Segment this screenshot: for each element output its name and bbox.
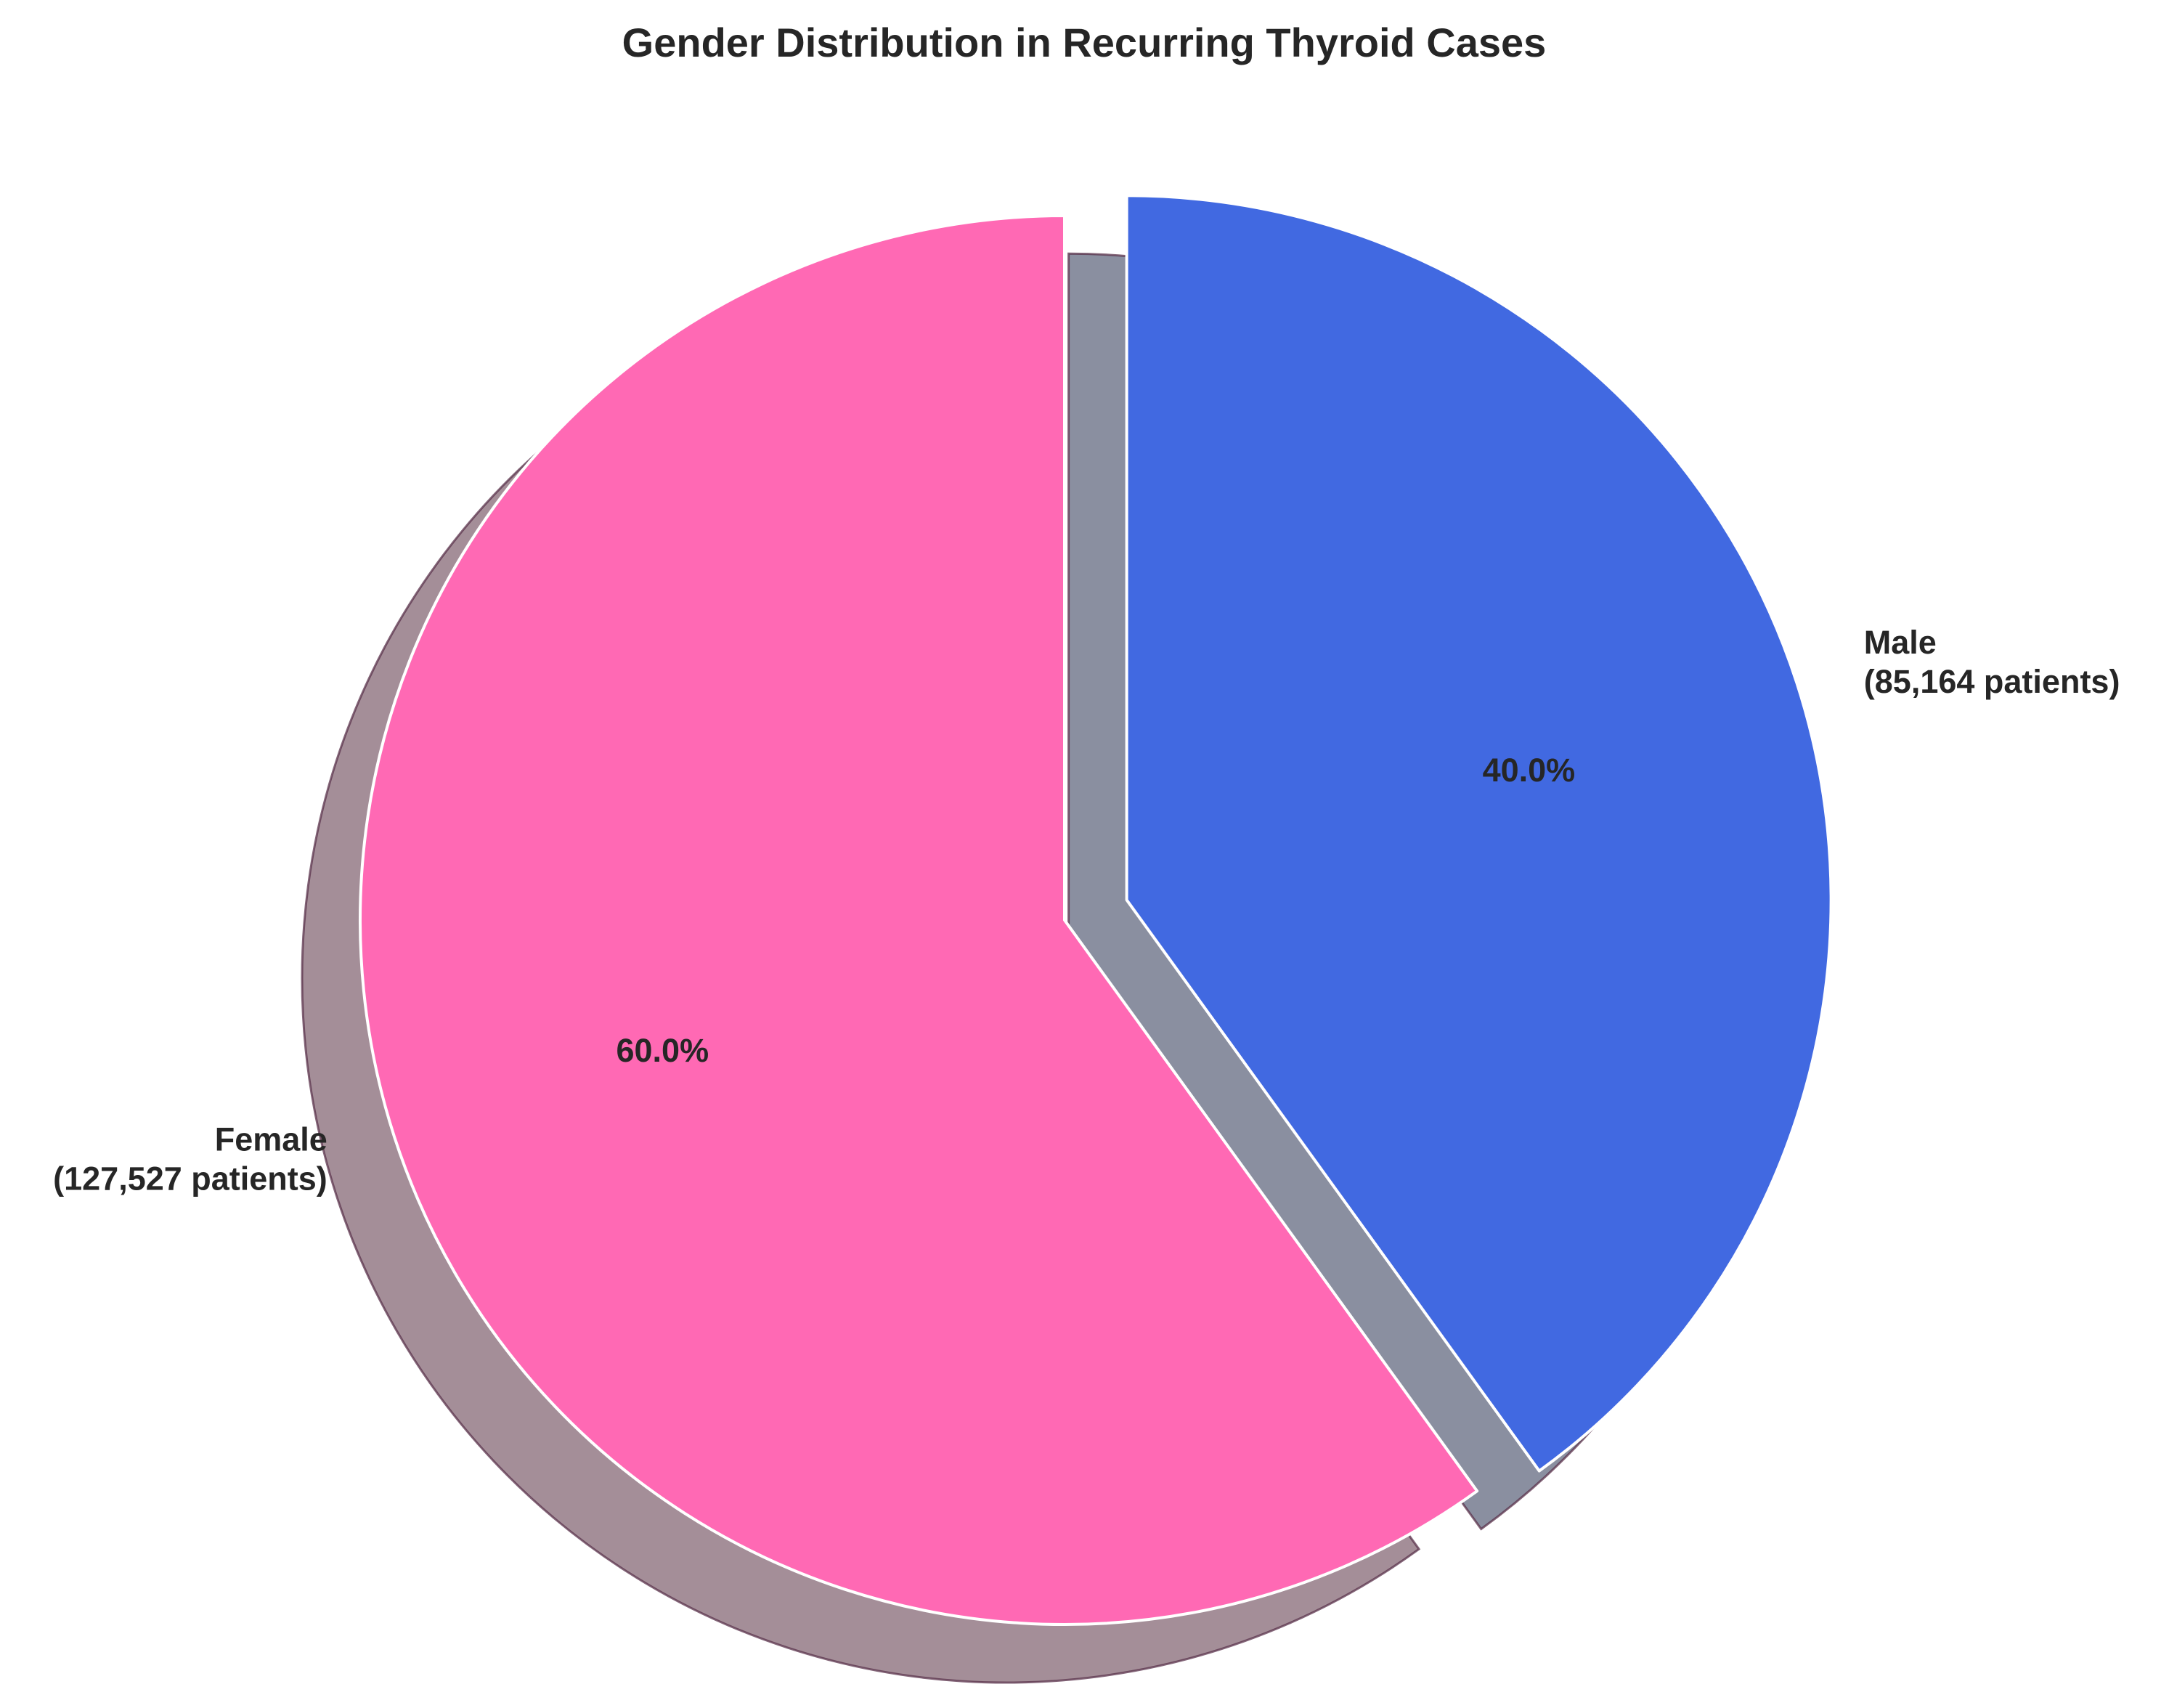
label-layer: 60.0% Female (127,527 patients) 40.0% Male (8… [53, 624, 2120, 1197]
percent-label-female: 60.0% [616, 1032, 709, 1069]
chart-title: Gender Distribution in Recurring Thyroid… [622, 20, 1547, 65]
slice-label-name-male: Male [1864, 624, 1937, 661]
slice-label-count-female: (127,527 patients) [53, 1160, 327, 1197]
slice-label-count-male: (85,164 patients) [1864, 663, 2120, 700]
pie-slice-male [1125, 194, 1833, 1473]
percent-label-male: 40.0% [1483, 752, 1576, 789]
pie-slice-female [359, 214, 1479, 1626]
slice-label-male: Male (85,164 patients) [1864, 624, 2120, 700]
slice-label-name-female: Female [215, 1121, 327, 1158]
slice-layer [359, 194, 1833, 1626]
slice-label-female: Female (127,527 patients) [53, 1121, 327, 1197]
